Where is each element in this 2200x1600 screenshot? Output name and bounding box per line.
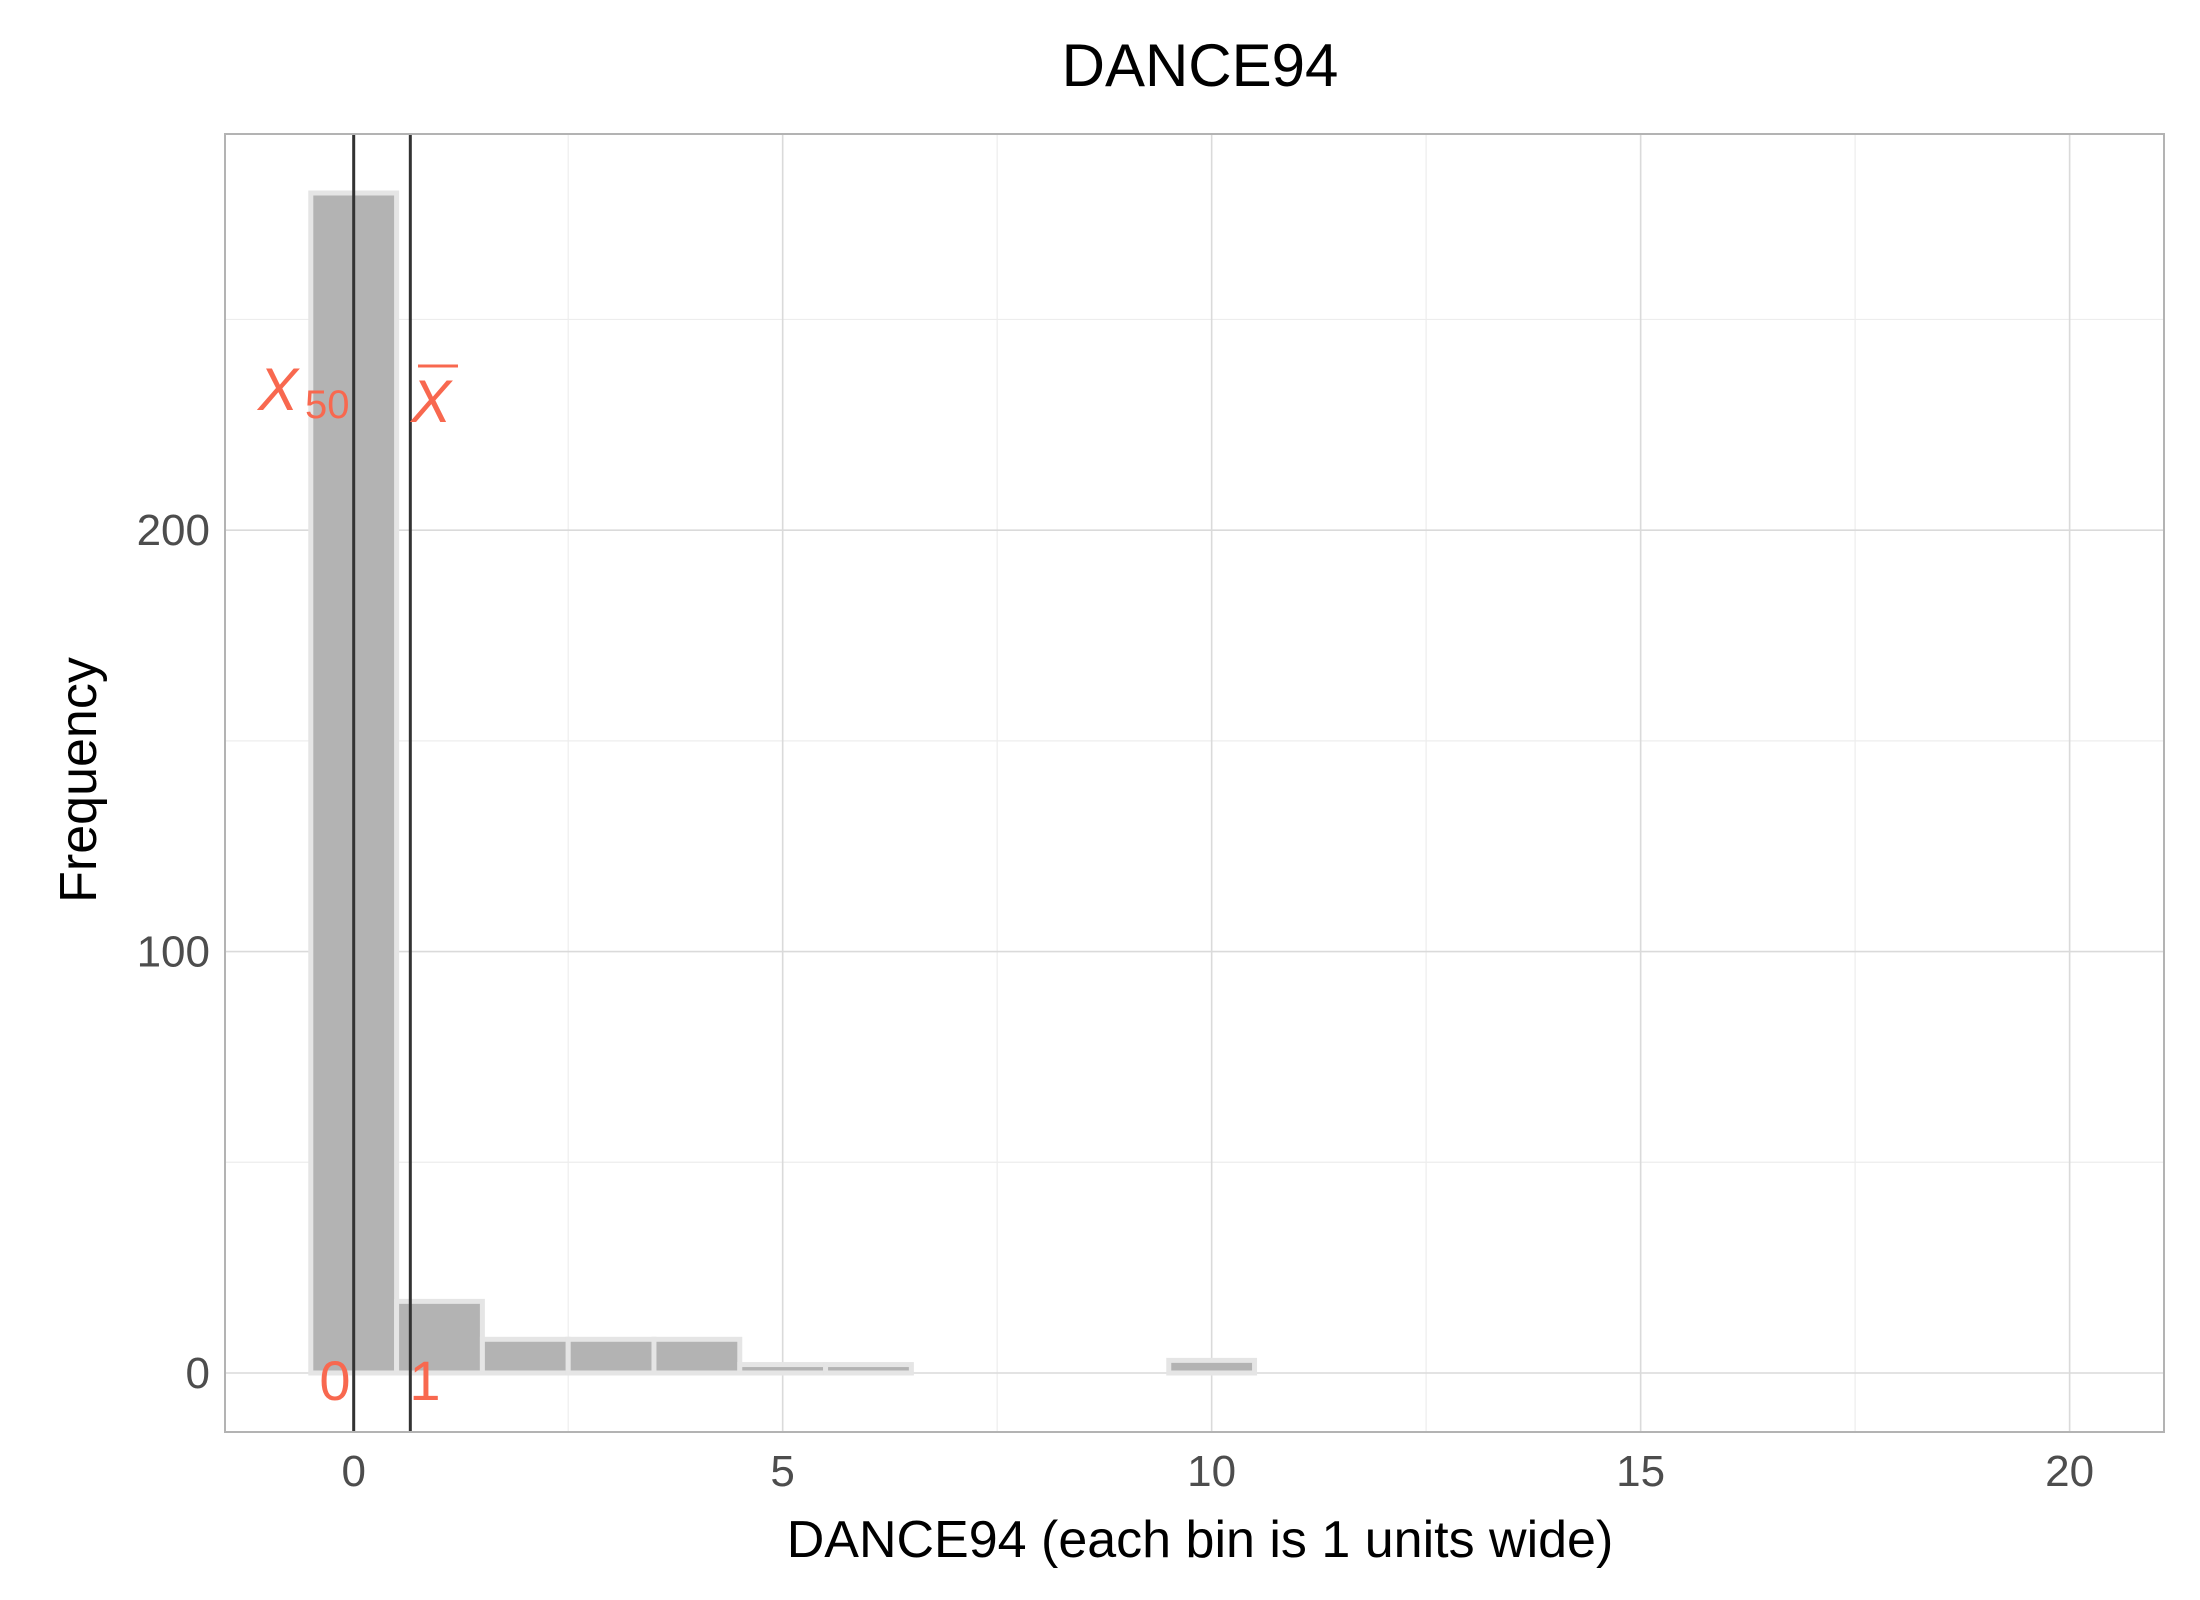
chart-title: DANCE94 (1062, 32, 1339, 99)
minor-grid (225, 134, 2164, 1432)
median-value-label: 0 (319, 1349, 350, 1412)
histogram-bar (1166, 1357, 1258, 1376)
x-axis-ticks: 0 5 10 15 20 (341, 1447, 2094, 1496)
x-tick-label: 10 (1187, 1447, 1236, 1496)
x-tick-label: 5 (770, 1447, 794, 1496)
x-tick-label: 15 (1616, 1447, 1665, 1496)
y-tick-label: 200 (137, 506, 210, 555)
reference-lines (352, 134, 412, 1432)
median-symbol: X 50 (256, 356, 350, 427)
y-tick-label: 0 (186, 1349, 210, 1398)
histogram-bar (737, 1362, 829, 1376)
histogram-bar (651, 1336, 743, 1376)
x-axis-label: DANCE94 (each bin is 1 units wide) (787, 1511, 1614, 1569)
histogram-bar (565, 1336, 657, 1376)
mean-symbol: X (409, 364, 458, 435)
mean-value-label: 1 (409, 1349, 440, 1412)
mean-symbol-letter: X (409, 368, 453, 435)
histogram-bar (823, 1362, 914, 1376)
y-axis-label: Frequency (50, 657, 108, 903)
median-symbol-subscript: 50 (305, 383, 350, 427)
x-tick-label: 20 (2045, 1447, 2094, 1496)
median-symbol-letter: X (256, 356, 300, 423)
y-tick-label: 100 (137, 928, 210, 977)
histogram-bar (479, 1336, 571, 1376)
y-axis-ticks: 0 100 200 (137, 506, 210, 1398)
panel-border (224, 133, 2165, 1433)
x-tick-label: 0 (341, 1447, 365, 1496)
